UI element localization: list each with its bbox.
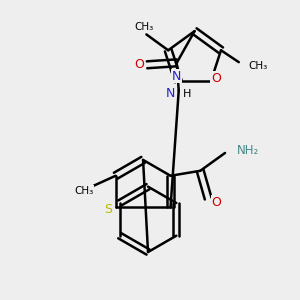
Text: H: H [182, 88, 191, 98]
Text: S: S [104, 203, 112, 216]
Text: O: O [211, 196, 221, 209]
Text: N: N [172, 70, 181, 83]
Text: O: O [134, 58, 144, 71]
Text: O: O [211, 72, 221, 85]
Text: NH₂: NH₂ [237, 143, 259, 157]
Text: CH₃: CH₃ [249, 61, 268, 71]
Text: CH₃: CH₃ [74, 186, 94, 196]
Text: N: N [166, 87, 176, 100]
Text: CH₃: CH₃ [135, 22, 154, 32]
